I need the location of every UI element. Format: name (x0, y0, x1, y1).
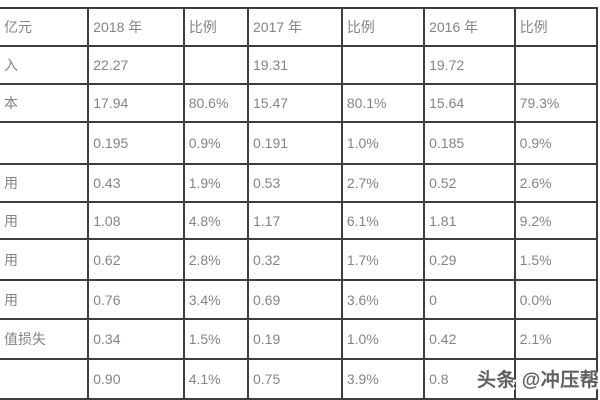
table-cell: 1.0% (340, 318, 426, 360)
table-cell: 80.6% (182, 83, 250, 123)
row-label: 用 (0, 163, 90, 203)
table-row: 用 0.76 3.4% 0.69 3.6% 0 0.0% (0, 279, 599, 320)
table-cell: 0.9% (182, 121, 250, 165)
table-row: 值损失 0.34 1.5% 0.19 1.0% 0.42 2.1% (0, 318, 599, 360)
table-cell: 0.52 (423, 163, 516, 203)
table-cell: 15.64 (423, 83, 516, 123)
table-cell: 2.1% (513, 318, 599, 360)
table-cell: 9.2% (513, 201, 599, 240)
column-header: 比例 (182, 7, 250, 47)
table-row: 0.90 4.1% 0.75 3.9% 0.8 (0, 358, 599, 400)
table-cell: 3.6% (340, 279, 426, 320)
table-cell: 0.32 (247, 238, 343, 281)
table-cell: 0.185 (423, 121, 516, 165)
table-cell: 0.69 (247, 279, 343, 320)
row-label: 用 (0, 279, 90, 320)
table-cell: 1.81 (423, 201, 516, 240)
row-label: 本 (0, 83, 90, 123)
table-cell: 15.47 (247, 83, 343, 123)
table-cell: 1.08 (87, 201, 185, 240)
table-cell: 0.62 (87, 238, 185, 281)
table-header: 亿元 2018 年比例 2017 年比例 2016 年比例 (0, 7, 599, 47)
table-cell: 1.5% (513, 238, 599, 281)
table-cell: 0.9% (513, 121, 599, 165)
table-cell: 22.27 (87, 45, 185, 85)
financial-table: 亿元 2018 年比例 2017 年比例 2016 年比例 入 22.27 19.31 19… (0, 7, 599, 400)
table-cell: 19.72 (423, 45, 516, 85)
table-cell: 2.8% (182, 238, 250, 281)
table-row: 用 0.62 2.8% 0.32 1.7% 0.29 1.5% (0, 238, 599, 281)
table-cell: 0.0% (513, 279, 599, 320)
table-cell: 4.8% (182, 201, 250, 240)
table-cell: 0.76 (87, 279, 185, 320)
table-cell: 1.5% (182, 318, 250, 360)
table-cell: 4.1% (182, 358, 250, 400)
table-cell: 0.43 (87, 163, 185, 203)
row-label: 值损失 (0, 318, 90, 360)
table-cell: 0.90 (87, 358, 185, 400)
table-row: 用 0.43 1.9% 0.53 2.7% 0.52 2.6% (0, 163, 599, 203)
table-cell: 6.1% (340, 201, 426, 240)
table-cell: 17.94 (87, 83, 185, 123)
table-cell: 2.7% (340, 163, 426, 203)
table-cell: 0.53 (247, 163, 343, 203)
table-cell: 1.7% (340, 238, 426, 281)
unit-header: 亿元 (0, 7, 90, 47)
row-label (0, 121, 90, 165)
table-cell (513, 358, 599, 400)
table-cell: 1.9% (182, 163, 250, 203)
table-cell (513, 45, 599, 85)
table-cell: 80.1% (340, 83, 426, 123)
row-label: 用 (0, 238, 90, 281)
table-cell: 19.31 (247, 45, 343, 85)
table-cell: 1.0% (340, 121, 426, 165)
table-cell (340, 45, 426, 85)
column-header: 2017 年 (247, 7, 343, 47)
table-cell: 1.17 (247, 201, 343, 240)
table-cell: 0.75 (247, 358, 343, 400)
table-cell: 0.8 (423, 358, 516, 400)
row-label: 用 (0, 201, 90, 240)
table-row: 本 17.94 80.6% 15.47 80.1% 15.64 79.3% (0, 83, 599, 123)
table-cell: 0.19 (247, 318, 343, 360)
table-cell: 0.29 (423, 238, 516, 281)
column-header: 比例 (513, 7, 599, 47)
table-cell: 79.3% (513, 83, 599, 123)
table-cell: 2.6% (513, 163, 599, 203)
table-body: 入 22.27 19.31 19.72 本 17.94 80.6% 15.47 80.1% 15.… (0, 45, 599, 400)
table-cell: 3.9% (340, 358, 426, 400)
table-cell (182, 45, 250, 85)
table-cell: 3.4% (182, 279, 250, 320)
column-header: 比例 (340, 7, 426, 47)
row-label: 入 (0, 45, 90, 85)
table-row: 入 22.27 19.31 19.72 (0, 45, 599, 85)
table-cell: 0.42 (423, 318, 516, 360)
row-label (0, 358, 90, 400)
table-cell: 0.195 (87, 121, 185, 165)
watermark-text: 头条 @冲压帮F (477, 370, 600, 391)
header-row: 亿元 2018 年比例 2017 年比例 2016 年比例 (0, 7, 599, 47)
table-cell: 0.191 (247, 121, 343, 165)
column-header: 2016 年 (423, 7, 516, 47)
table-row: 0.195 0.9% 0.191 1.0% 0.185 0.9% (0, 121, 599, 165)
table-cell: 0 (423, 279, 516, 320)
column-header: 2018 年 (87, 7, 185, 47)
table-row: 用 1.08 4.8% 1.17 6.1% 1.81 9.2% (0, 201, 599, 240)
table-cell: 0.34 (87, 318, 185, 360)
